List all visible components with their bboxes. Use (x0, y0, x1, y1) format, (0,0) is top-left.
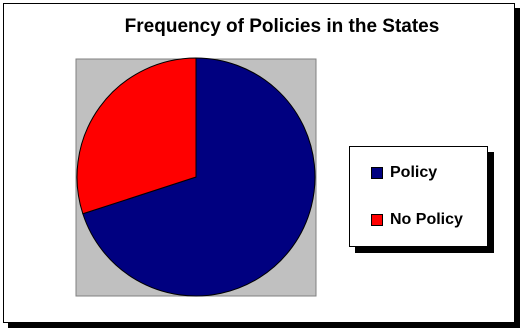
legend-swatch-policy (371, 167, 383, 179)
legend: Policy No Policy (349, 146, 488, 247)
legend-item-no-policy: No Policy (371, 210, 463, 230)
legend-item-policy: Policy (371, 163, 437, 183)
legend-label-policy: Policy (390, 164, 437, 182)
legend-label-no-policy: No Policy (390, 211, 463, 229)
legend-swatch-no-policy (371, 214, 383, 226)
